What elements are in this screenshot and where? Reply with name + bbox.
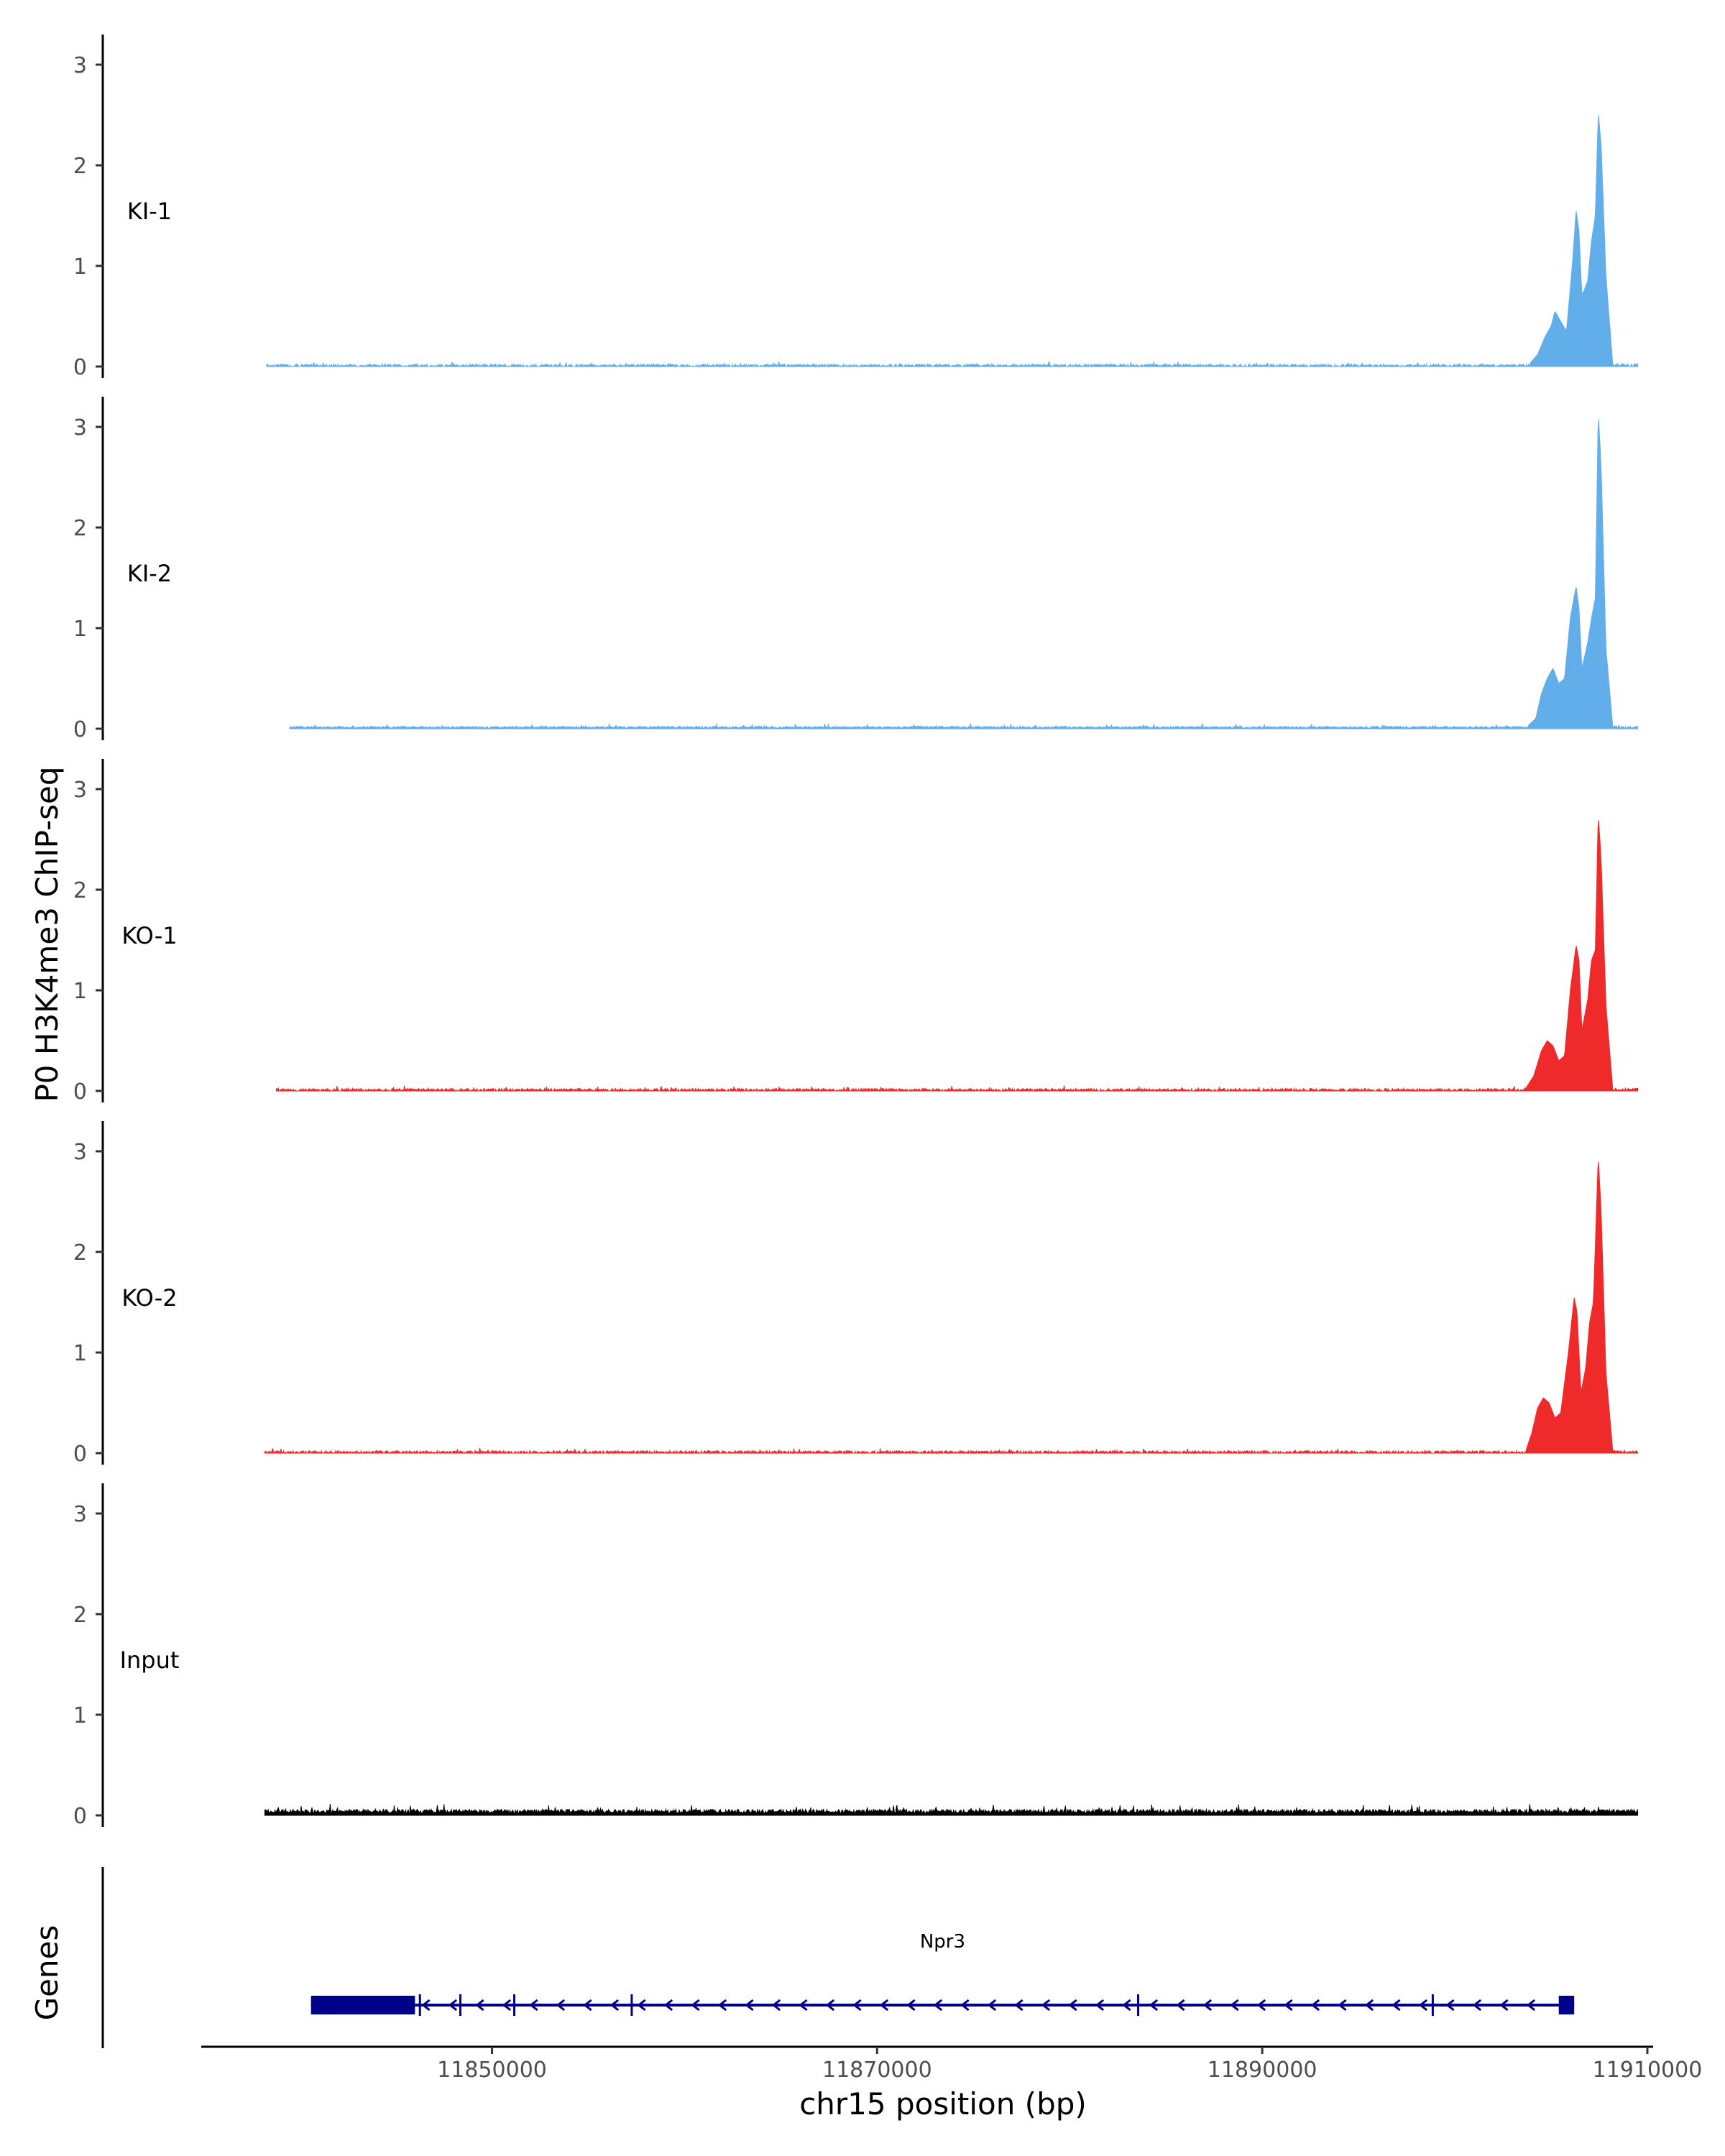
strand-arrow [1176, 1999, 1185, 2012]
coverage-area [264, 1803, 1639, 1816]
y-tick-label: 3 [73, 1502, 87, 1527]
exon-utr-block [310, 1996, 415, 2014]
y-tick-label: 1 [73, 254, 87, 280]
y-tick-label: 3 [73, 53, 87, 78]
exon-mark [630, 1994, 633, 2016]
strand-arrow [825, 1999, 835, 2012]
strand-arrow [1041, 1999, 1051, 2012]
y-tick-label: 0 [73, 1442, 87, 1467]
exon-utr-block [1558, 1996, 1575, 2014]
strand-arrow [502, 1999, 512, 2012]
y-tick-label: 1 [73, 617, 87, 642]
x-tick-label: 11910000 [1593, 2058, 1703, 2083]
y-tick-label: 1 [73, 1341, 87, 1366]
x-axis: 11850000 11870000 11890000 11910000 [201, 2045, 1703, 2083]
y-tick-label: 1 [73, 979, 87, 1004]
genes-axis-title: Genes [29, 1925, 65, 2021]
track-label: KI-2 [127, 560, 172, 587]
strand-arrow [1284, 1999, 1293, 2012]
y-tick-label: 0 [73, 717, 87, 742]
y-axis-title: P0 H3K4me3 ChIP-seq [29, 766, 65, 1102]
x-tick-label: 11870000 [822, 2058, 932, 2083]
track-ko-2: 0 1 2 3 KO-2 [73, 1121, 1639, 1467]
exon-mark [513, 1994, 516, 2016]
strand-arrow [448, 1999, 458, 2012]
exon-mark [1431, 1994, 1434, 2016]
track-label: KO-1 [121, 922, 177, 949]
strand-arrow [1095, 1999, 1105, 2012]
y-tick-label: 3 [73, 415, 87, 441]
exon-mark [418, 1994, 421, 2016]
y-tick-label: 3 [73, 1140, 87, 1165]
strand-arrow [1256, 1999, 1266, 2012]
y-tick-label: 3 [73, 778, 87, 803]
y-tick-label: 0 [73, 1079, 87, 1105]
track-label: KO-2 [121, 1284, 177, 1312]
y-tick-label: 2 [73, 878, 87, 903]
y-tick-label: 0 [73, 1804, 87, 1829]
strand-arrow [691, 1999, 700, 2012]
coverage-area [264, 1161, 1639, 1455]
y-tick-label: 0 [73, 355, 87, 380]
strand-arrow [852, 1999, 862, 2012]
track-label: KI-1 [127, 198, 172, 225]
strand-arrow [960, 1999, 970, 2012]
coverage-area [266, 115, 1639, 368]
strand-arrow [906, 1999, 916, 2012]
strand-arrow [1122, 1999, 1131, 2012]
gene-label: Npr3 [920, 1931, 965, 1953]
strand-arrow [771, 1999, 781, 2012]
track-input: 0 1 2 3 Input [73, 1483, 1639, 1829]
exon-mark [1137, 1994, 1140, 2016]
y-tick-label: 2 [73, 1603, 87, 1628]
y-tick-label: 1 [73, 1703, 87, 1728]
strand-arrow [475, 1999, 484, 2012]
strand-arrow [583, 1999, 592, 2012]
strand-arrow [610, 1999, 620, 2012]
coverage-area [276, 820, 1639, 1092]
strand-arrow [1230, 1999, 1239, 2012]
coverage-area [289, 419, 1639, 730]
strand-arrow [1310, 1999, 1320, 2012]
track-label: Input [120, 1646, 180, 1674]
gene-annotation-panel: Npr3 [101, 1867, 1575, 2048]
strand-arrow [1445, 1999, 1455, 2012]
exon-mark [459, 1994, 461, 2016]
strand-arrow [663, 1999, 673, 2012]
strand-arrow [421, 1999, 431, 2012]
track-ki-1: 0 1 2 3 KI-1 [73, 34, 1639, 380]
strand-arrow [1149, 1999, 1159, 2012]
y-tick-label: 2 [73, 1240, 87, 1266]
strand-arrow [1068, 1999, 1077, 2012]
y-tick-label: 2 [73, 516, 87, 541]
coverage-tracks: 0 1 2 3 KI-1 0 1 2 3 KI-2 0 1 2 3 KO-1 0 1 2 3 KO-2 0 1 2 3 Inpu… [73, 34, 1639, 1829]
strand-arrow [1392, 1999, 1401, 2012]
gene-npr3: Npr3 [310, 1931, 1575, 2016]
strand-arrow [745, 1999, 754, 2012]
strand-arrow [717, 1999, 727, 2012]
strand-arrow [637, 1999, 646, 2012]
y-tick-label: 2 [73, 154, 87, 179]
x-tick-label: 11850000 [437, 2058, 547, 2083]
strand-arrow [1499, 1999, 1509, 2012]
strand-arrow [987, 1999, 997, 2012]
strand-arrow [799, 1999, 808, 2012]
strand-arrow [1526, 1999, 1536, 2012]
strand-arrow [1472, 1999, 1482, 2012]
strand-arrow [879, 1999, 889, 2012]
strand-arrow [933, 1999, 943, 2012]
strand-arrow [556, 1999, 566, 2012]
strand-arrow [1014, 1999, 1024, 2012]
strand-arrow [1418, 1999, 1428, 2012]
track-ki-2: 0 1 2 3 KI-2 [73, 397, 1639, 742]
x-axis-title: chr15 position (bp) [799, 2086, 1087, 2122]
x-tick-label: 11890000 [1208, 2058, 1317, 2083]
strand-arrow [1338, 1999, 1347, 2012]
strand-arrow [1364, 1999, 1374, 2012]
strand-arrow [529, 1999, 538, 2012]
track-ko-1: 0 1 2 3 KO-1 [73, 759, 1639, 1105]
strand-arrow [1202, 1999, 1213, 2012]
